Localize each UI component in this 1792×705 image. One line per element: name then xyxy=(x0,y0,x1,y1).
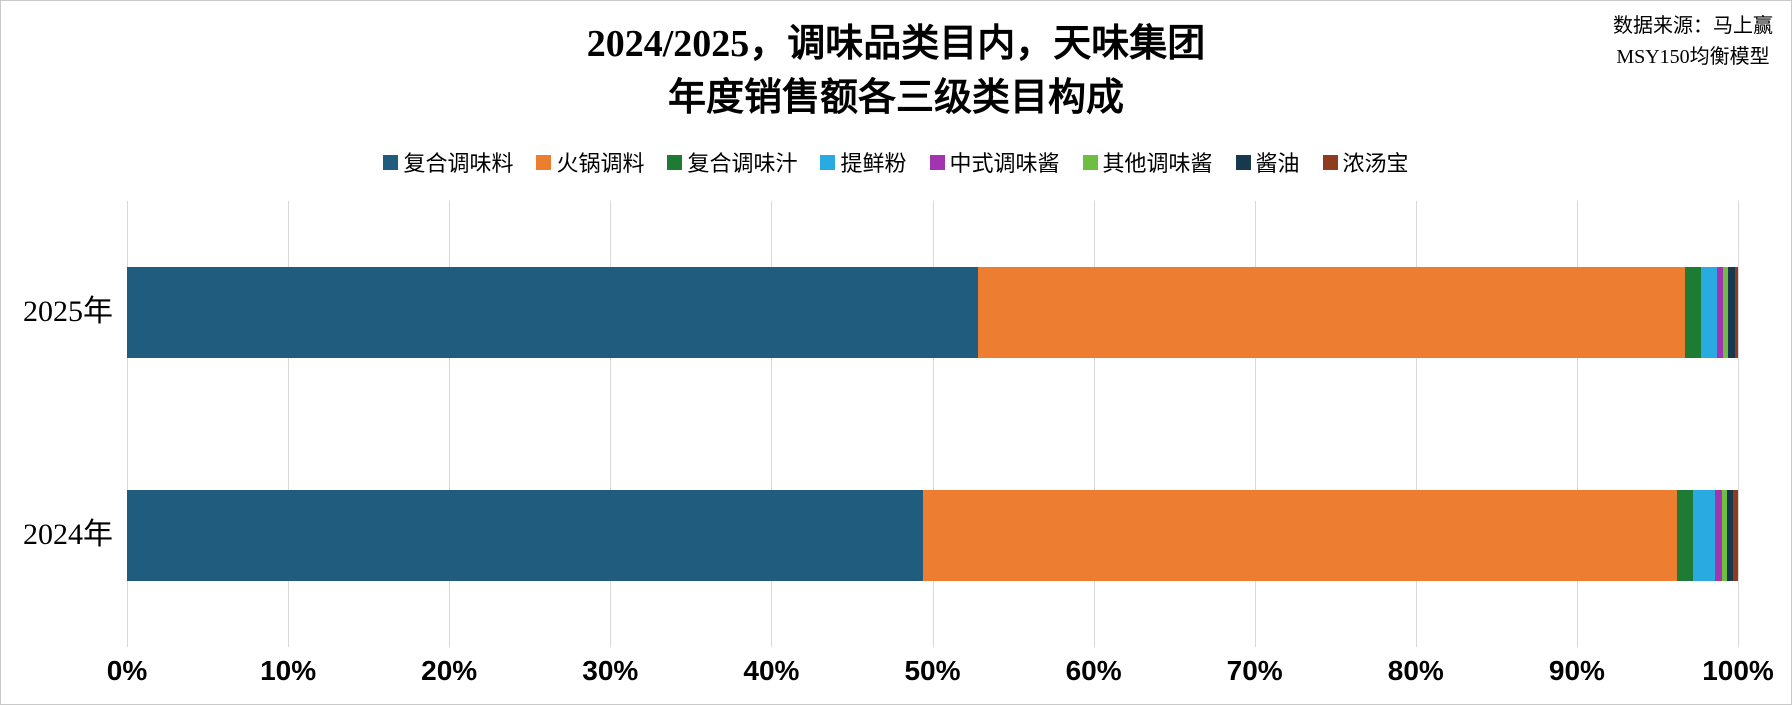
x-tick-90%: 90% xyxy=(1548,655,1605,686)
legend-swatch xyxy=(536,154,552,170)
bar-segment-2024年-浓汤宝 xyxy=(1733,490,1738,581)
legend-item-其他调味酱: 其他调味酱 xyxy=(1082,146,1213,178)
legend-item-复合调味料: 复合调味料 xyxy=(383,146,513,178)
x-tick-100%: 100% xyxy=(1702,655,1774,686)
x-axis: 0% 10% 20% 30% 40% 50% 60% 70% 80% 90% 100% xyxy=(107,655,1774,695)
gridline-100% xyxy=(1738,201,1739,647)
gridline-20% xyxy=(449,201,451,647)
legend-label: 复合调味料 xyxy=(403,151,514,176)
x-tick-30%: 30% xyxy=(582,655,639,686)
bar-segment-2024年-火锅调料 xyxy=(922,490,1677,581)
x-tick-0%: 0% xyxy=(106,655,148,686)
x-tick-40%: 40% xyxy=(743,655,800,686)
legend-swatch xyxy=(383,154,399,170)
legend-item-火锅调料: 火锅调料 xyxy=(536,146,644,178)
legend-label: 酱油 xyxy=(1255,151,1300,176)
legend-swatch xyxy=(820,154,836,170)
legend-label: 浓汤宝 xyxy=(1342,151,1409,176)
bar-segment-2025年-复合调味汁 xyxy=(1684,267,1701,358)
bar-segment-2024年-酱油 xyxy=(1726,490,1734,581)
x-tick-50%: 50% xyxy=(904,655,961,686)
gridline-90% xyxy=(1576,201,1578,647)
legend: 复合调味料 火锅调料 复合调味汁 提鲜粉 中式调味酱 其他调味酱 酱油 浓汤宝 xyxy=(1,146,1791,178)
legend-swatch xyxy=(1235,154,1251,170)
y-axis-label-2024: 2024年 xyxy=(23,518,113,551)
bar-segment-2025年-酱油 xyxy=(1728,267,1735,358)
bar-segment-2024年-其他调味酱 xyxy=(1721,490,1727,581)
legend-swatch xyxy=(667,154,683,170)
bar-2025 xyxy=(127,267,1738,358)
bar-segment-2025年-中式调味酱 xyxy=(1717,267,1724,358)
legend-label: 中式调味酱 xyxy=(949,151,1060,176)
x-tick-10%: 10% xyxy=(260,655,317,686)
bar-segment-2025年-复合调味料 xyxy=(127,267,978,358)
x-tick-60%: 60% xyxy=(1065,655,1122,686)
legend-item-复合调味汁: 复合调味汁 xyxy=(667,146,797,178)
gridline-30% xyxy=(610,201,612,647)
chart-title: 2024/2025，调味品类目内，天味集团 年度销售额各三级类目构成 xyxy=(1,17,1791,125)
legend-label: 其他调味酱 xyxy=(1102,151,1213,176)
x-tick-80%: 80% xyxy=(1387,655,1444,686)
chart-title-line1: 2024/2025，调味品类目内，天味集团 xyxy=(586,23,1206,65)
bar-segment-2024年-提鲜粉 xyxy=(1692,490,1716,581)
gridline-50% xyxy=(932,201,934,647)
bar-segment-2024年-复合调味料 xyxy=(127,490,923,581)
legend-label: 火锅调料 xyxy=(556,151,645,176)
chart-title-line2: 年度销售额各三级类目构成 xyxy=(667,77,1124,119)
x-tick-20%: 20% xyxy=(421,655,478,686)
bar-segment-2025年-火锅调料 xyxy=(977,267,1685,358)
x-tick-70%: 70% xyxy=(1226,655,1283,686)
data-source: 数据来源：马上赢 MSY150均衡模型 xyxy=(1613,11,1773,73)
gridline-0% xyxy=(127,201,128,647)
gridline-80% xyxy=(1415,201,1417,647)
data-source-line2: MSY150均衡模型 xyxy=(1616,46,1770,68)
legend-swatch xyxy=(1322,154,1338,170)
bar-2024 xyxy=(127,490,1738,581)
legend-swatch xyxy=(1082,154,1098,170)
bar-segment-2025年-提鲜粉 xyxy=(1700,267,1718,358)
data-source-line1: 数据来源：马上赢 xyxy=(1613,15,1773,37)
legend-item-浓汤宝: 浓汤宝 xyxy=(1322,146,1409,178)
gridline-70% xyxy=(1254,201,1256,647)
bar-segment-2025年-其他调味酱 xyxy=(1723,267,1729,358)
legend-label: 复合调味汁 xyxy=(687,151,798,176)
legend-item-酱油: 酱油 xyxy=(1235,146,1300,178)
y-axis-label-2025: 2025年 xyxy=(23,295,113,328)
bar-segment-2024年-复合调味汁 xyxy=(1676,490,1693,581)
legend-swatch xyxy=(929,154,945,170)
gridline-60% xyxy=(1093,201,1095,647)
legend-item-中式调味酱: 中式调味酱 xyxy=(929,146,1060,178)
gridline-10% xyxy=(288,201,290,647)
legend-item-提鲜粉: 提鲜粉 xyxy=(820,146,907,178)
plot-area xyxy=(127,201,1739,647)
bar-segment-2025年-浓汤宝 xyxy=(1734,267,1738,358)
bar-segment-2024年-中式调味酱 xyxy=(1715,490,1722,581)
legend-label: 提鲜粉 xyxy=(840,151,907,176)
gridline-40% xyxy=(771,201,773,647)
